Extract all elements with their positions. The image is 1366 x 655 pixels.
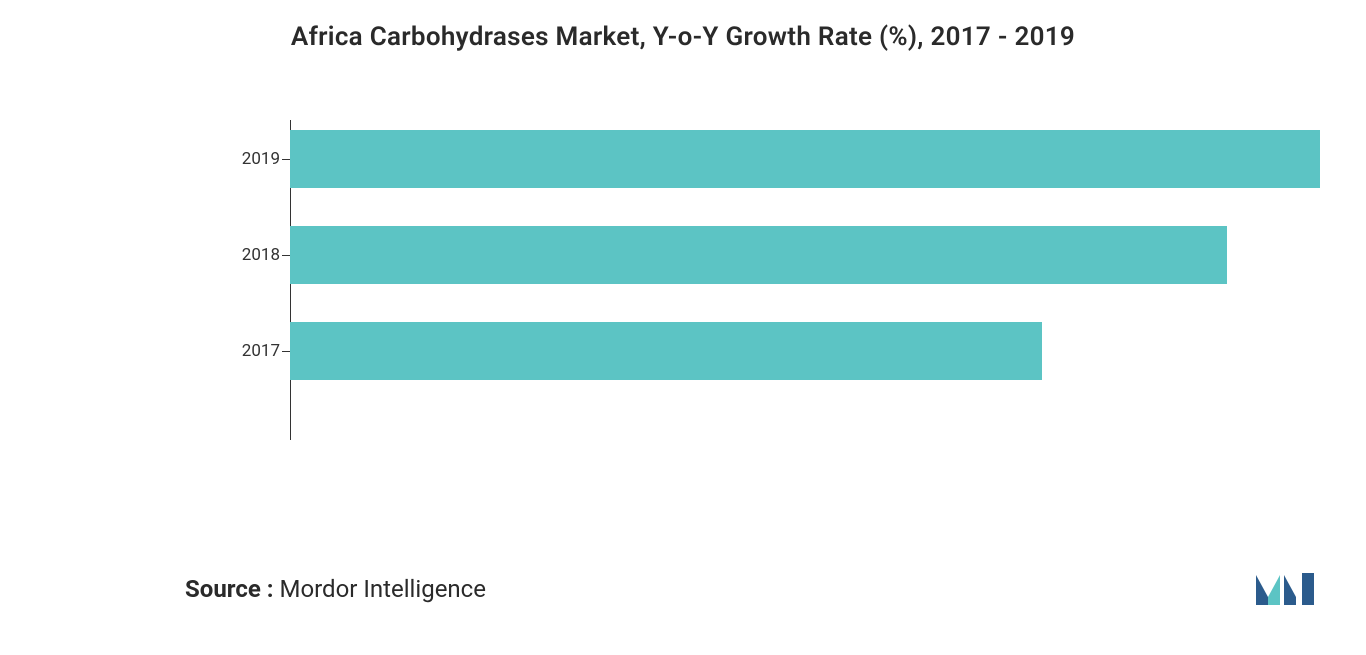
bar-row: 2017 [290, 322, 1320, 380]
bar-row: 2019 [290, 130, 1320, 188]
bar-category-label: 2019 [230, 149, 280, 169]
bar [290, 130, 1320, 188]
source-line: Source : Mordor Intelligence [185, 575, 486, 603]
bar-category-label: 2018 [230, 245, 280, 265]
bar [290, 226, 1227, 284]
chart-container: Africa Carbohydrases Market, Y-o-Y Growt… [0, 0, 1366, 655]
source-value: Mordor Intelligence [274, 575, 486, 603]
chart-title: Africa Carbohydrases Market, Y-o-Y Growt… [0, 0, 1366, 52]
plot-area: 2019 2018 2017 [290, 130, 1320, 430]
axis-tick [282, 159, 290, 160]
bar-category-label: 2017 [230, 341, 280, 361]
source-label: Source : [185, 575, 274, 603]
axis-tick [282, 255, 290, 256]
bar [290, 322, 1042, 380]
bar-row: 2018 [290, 226, 1320, 284]
axis-tick [282, 351, 290, 352]
mordor-logo-icon [1254, 567, 1318, 607]
